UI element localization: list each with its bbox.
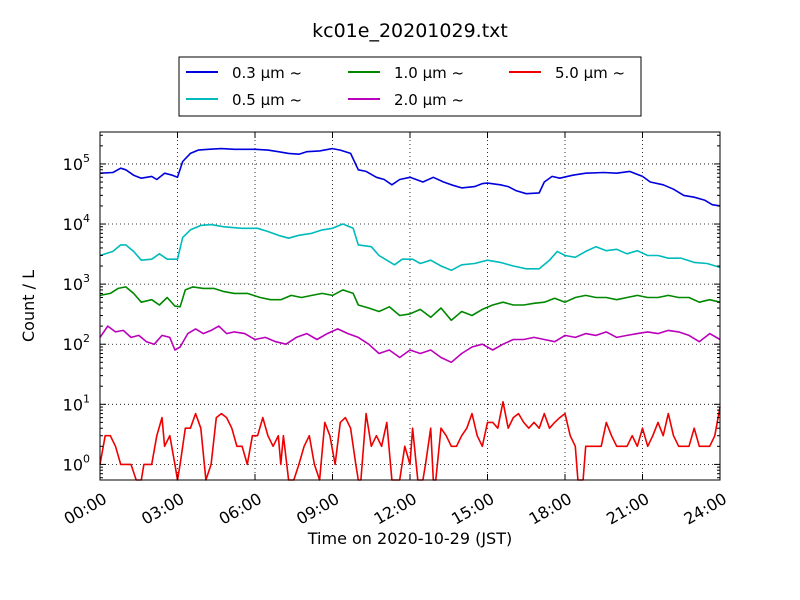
y-tick-exponent: 5 <box>83 152 90 165</box>
plot-lines <box>99 147 721 481</box>
x-tick-label: 06:00 <box>216 489 265 529</box>
axis-ticks <box>99 132 721 480</box>
legend-label: 0.3 μm ~ <box>232 64 302 82</box>
y-tick-exponent: 1 <box>83 392 90 405</box>
series-line-4 <box>99 400 721 481</box>
x-tick-label: 18:00 <box>526 489 575 529</box>
x-tick-label: 12:00 <box>371 489 420 529</box>
y-tick-label: 101 <box>63 392 90 414</box>
grid <box>100 132 720 480</box>
y-tick-label: 104 <box>63 212 90 234</box>
series-line-0 <box>99 147 721 207</box>
x-tick-label: 15:00 <box>448 489 497 529</box>
x-tick-label: 21:00 <box>603 489 652 529</box>
y-tick-label: 103 <box>63 272 90 294</box>
y-tick-exponent: 0 <box>83 452 90 465</box>
x-tick-label: 03:00 <box>138 489 187 529</box>
y-tick-exponent: 2 <box>83 332 90 345</box>
legend: 0.3 μm ~ 0.5 μm ~ 1.0 μm ~ 2.0 μm ~ 5.0 μm ~ <box>178 56 642 117</box>
chart-title: kc01e_20201029.txt <box>312 20 508 42</box>
series-line-2 <box>99 286 721 322</box>
x-tick-labels: 00:00 03:00 06:00 09:00 12:00 15:00 18:00 21:00… <box>61 489 730 529</box>
x-tick-label: 24:00 <box>681 489 730 529</box>
series-line-1 <box>99 223 721 272</box>
legend-box <box>178 56 642 117</box>
legend-label: 5.0 μm ~ <box>555 64 625 82</box>
x-axis-label: Time on 2020-10-29 (JST) <box>307 529 512 548</box>
y-tick-label: 100 <box>63 452 90 474</box>
legend-label: 2.0 μm ~ <box>394 91 464 109</box>
y-tick-label: 102 <box>63 332 90 354</box>
series-line-3 <box>99 325 721 364</box>
x-tick-label: 00:00 <box>61 489 110 529</box>
y-tick-label: 105 <box>63 152 90 174</box>
y-tick-exponent: 4 <box>83 212 90 225</box>
legend-label: 0.5 μm ~ <box>232 91 302 109</box>
y-axis-label: Count / L <box>19 270 38 342</box>
y-tick-exponent: 3 <box>83 272 90 285</box>
x-tick-label: 09:00 <box>293 489 342 529</box>
legend-label: 1.0 μm ~ <box>394 64 464 82</box>
